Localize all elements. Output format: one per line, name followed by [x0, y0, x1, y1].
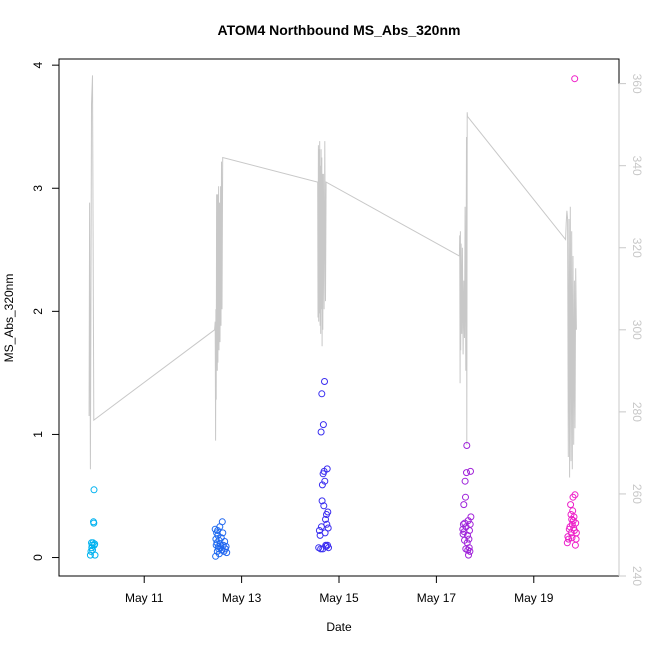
scatter-point — [320, 502, 328, 510]
scatter-point — [323, 520, 331, 528]
scatter-point — [463, 469, 470, 477]
scatter-point — [322, 515, 329, 523]
y-tick-label: 3 — [31, 185, 45, 192]
y-tick-label: 2 — [31, 308, 45, 315]
x-tick-label: May 15 — [319, 591, 359, 605]
scatter-point — [572, 519, 580, 527]
scatter-point — [568, 534, 576, 542]
y-axis-right: 240 260 280 300 320 340 360 — [618, 74, 644, 586]
scatter-point — [462, 493, 469, 501]
scatter-point — [318, 390, 326, 398]
scatter-series — [86, 75, 580, 560]
scatter-point — [219, 529, 227, 537]
scatter-point — [315, 527, 323, 534]
scatter-point — [318, 481, 326, 489]
y2-tick-label: 360 — [630, 74, 644, 94]
scatter-point — [570, 513, 578, 521]
scatter-point — [463, 442, 471, 449]
y-axis-left: 0 1 2 3 4 — [31, 61, 60, 561]
scatter-point — [571, 75, 579, 83]
scatter-point — [325, 544, 332, 552]
scatter-point — [461, 477, 469, 485]
y2-tick-label: 280 — [630, 402, 644, 422]
scatter-point — [323, 465, 331, 473]
x-tick-label: May 17 — [417, 591, 457, 605]
scatter-point — [572, 529, 580, 537]
scatter-point — [221, 538, 229, 545]
scatter-point — [218, 518, 226, 526]
scatter-point — [91, 540, 99, 548]
y2-tick-label: 260 — [630, 484, 644, 504]
scatter-point — [466, 520, 474, 528]
scatter-point — [465, 544, 473, 552]
scatter-point — [565, 535, 573, 543]
scatter-point — [571, 491, 579, 499]
scatter-point — [317, 428, 325, 436]
scatter-point — [465, 535, 473, 543]
scatter-point — [90, 486, 98, 494]
scatter-point — [90, 519, 98, 527]
chart-title: ATOM4 Northbound MS_Abs_320nm — [218, 22, 461, 38]
scatter-point — [318, 497, 326, 505]
line-series-path — [88, 75, 577, 478]
scatter-point — [324, 508, 332, 516]
x-tick-label: May 13 — [222, 591, 262, 605]
scatter-point — [321, 477, 329, 485]
scatter-point — [467, 513, 475, 521]
scatter-point — [321, 529, 329, 537]
x-tick-label: May 19 — [514, 591, 554, 605]
scatter-point — [466, 547, 474, 555]
scatter-point — [460, 501, 468, 509]
y-tick-label: 4 — [31, 61, 45, 68]
x-tick-label: May 11 — [125, 591, 164, 605]
scatter-point — [567, 501, 575, 509]
line-series — [88, 75, 577, 478]
scatter-point — [319, 421, 327, 429]
x-axis-label: Date — [326, 620, 352, 634]
scatter-point — [223, 549, 231, 557]
y2-tick-label: 300 — [630, 320, 644, 340]
y2-tick-label: 240 — [630, 566, 644, 586]
scatter-point — [91, 551, 99, 559]
scatter-point — [568, 520, 576, 528]
x-axis: May 11 May 13 May 15 May 17 May 19 — [125, 575, 554, 605]
y-tick-label: 1 — [31, 431, 45, 438]
scatter-point — [321, 378, 328, 385]
y-axis-label: MS_Abs_320nm — [2, 274, 16, 363]
y2-tick-label: 340 — [630, 156, 644, 176]
y2-tick-label: 320 — [630, 238, 644, 258]
scatter-point — [467, 467, 474, 475]
scatter-point — [465, 551, 472, 559]
y-tick-label: 0 — [31, 554, 45, 561]
scatter-point — [324, 524, 332, 532]
